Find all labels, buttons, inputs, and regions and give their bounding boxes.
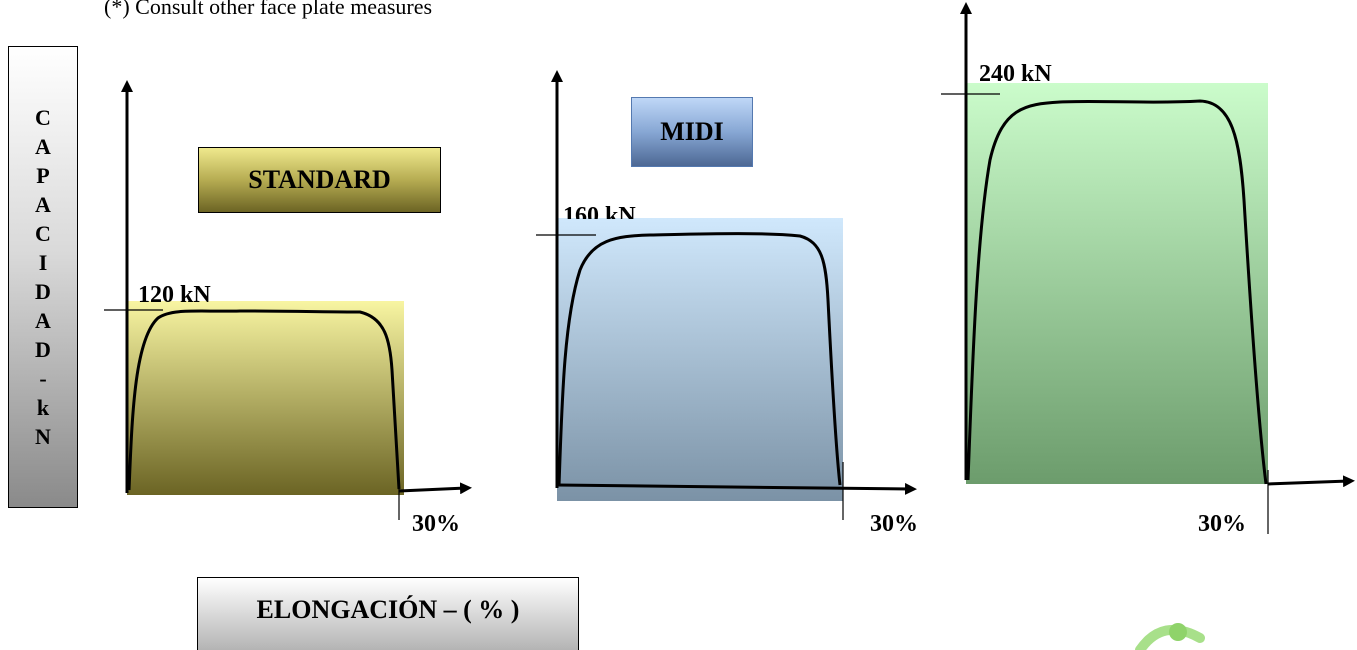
y-axis-letter: -: [39, 366, 47, 391]
y-axis-letter: A: [35, 134, 51, 159]
standard-curve: [127, 309, 401, 491]
standard-area-fill: [127, 301, 404, 495]
midi-elongation-label: 30%: [870, 511, 918, 537]
standard-x-axis: [398, 482, 472, 495]
midi-curve: [557, 232, 842, 487]
high-area-fill: [966, 83, 1268, 484]
y-axis-letter: A: [35, 308, 51, 333]
standard-capacity-label: 120 kN: [138, 282, 211, 304]
midi-label-box: MIDI: [631, 97, 753, 167]
logo-icon: [1135, 623, 1205, 650]
y-axis-letter: P: [36, 163, 50, 188]
high-curve: [966, 99, 1268, 485]
midi-capacity-label: 160 kN: [563, 203, 636, 219]
y-axis-letter: N: [35, 424, 51, 449]
y-axis-letter: C: [35, 221, 51, 246]
note-text: (*) Consult other face plate measures: [104, 0, 433, 19]
y-axis-letter: I: [38, 250, 48, 275]
midi-area-fill: [557, 218, 843, 501]
high-x-axis: [1267, 475, 1355, 488]
high-elongation-label: 30%: [1198, 511, 1246, 537]
x-axis-label-box: ELONGACIÓN – ( % ): [197, 577, 579, 650]
y-axis-label-box: C A P A C I D A D - k N: [8, 46, 78, 508]
standard-elongation-label: 30%: [412, 511, 460, 537]
y-axis-letter: A: [35, 192, 51, 217]
y-axis-letter: k: [36, 395, 50, 420]
y-axis-letter: C: [35, 105, 51, 130]
midi-x-axis: [556, 482, 917, 495]
y-axis-letter: D: [35, 279, 51, 304]
high-capacity-label: 240 kN: [979, 61, 1052, 83]
standard-label-box: STANDARD: [198, 147, 441, 213]
y-axis-letter: D: [35, 337, 51, 362]
